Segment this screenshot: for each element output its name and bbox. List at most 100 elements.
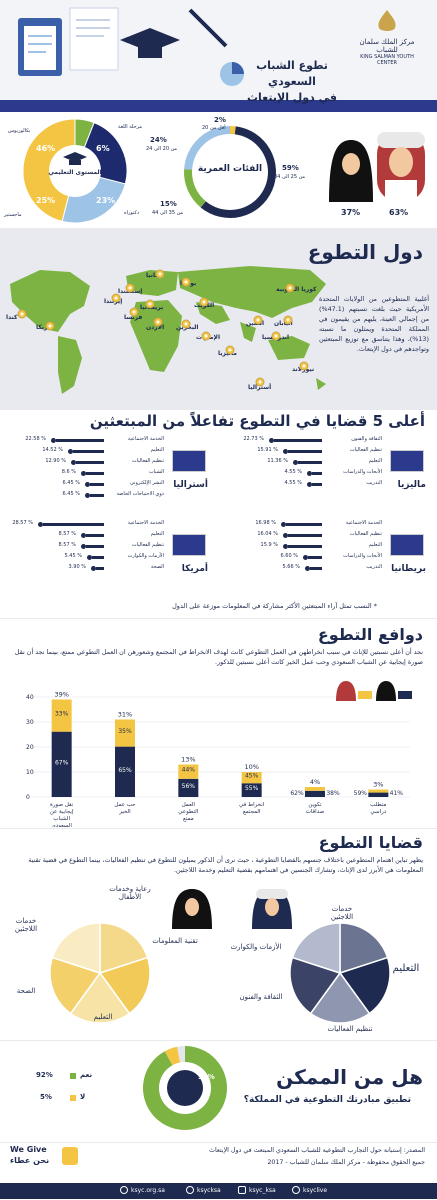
issue-block-3: أمريكا الخدمة الاجتماعية 28.57 % التعليم 8.5…: [4, 520, 214, 600]
female-pie-slice-4: [51, 922, 101, 975]
header: مركز الملك سلمان للشباب KING SALMAN YOUT…: [0, 0, 437, 112]
issue-bar-dot: [68, 449, 73, 454]
motives-section: دوافع التطوع نجد أن أعلى نسبتين للإناث ف…: [0, 618, 437, 827]
map-pin-17: [255, 377, 265, 387]
bar-navy-label: 67%: [55, 759, 69, 766]
female-percent: 37%: [341, 208, 361, 217]
social-snapchat-label: ksyclive: [303, 1186, 328, 1194]
issue-bar: [76, 461, 104, 464]
clipboard-icon: [18, 18, 62, 76]
issue-pct: 28.57 %: [12, 520, 33, 526]
issue-pct: 16.04 %: [257, 531, 278, 537]
issue-bar-dot: [269, 438, 274, 443]
issues-section: قضايا التطوع يظهر تباين اهتمام المتطوعين…: [0, 828, 437, 1038]
map-label-china: الصين: [246, 320, 265, 327]
issue-bar-dot: [307, 482, 312, 487]
issue-label: الأبحاث والدراسات: [343, 553, 382, 559]
social-snapchat[interactable]: ksyclive: [292, 1186, 327, 1194]
pen-icon: [188, 8, 228, 48]
bar-yellow-4: [305, 787, 325, 791]
category-label: التطوعي: [178, 809, 199, 815]
footer: المصدر: إستبانة حول التجارب التطوعية للش…: [0, 1142, 437, 1200]
bar-yellow-0: [51, 699, 72, 732]
issue-bar: [56, 439, 104, 442]
issue-row: النشر الإلكتروني 6.45 %: [4, 480, 164, 490]
male-figure-icon: [377, 132, 425, 204]
countries-note: أغلبية المتطوعين من الولايات المتحدة الأ…: [319, 295, 429, 353]
graduation-cap-icon: [63, 152, 87, 165]
female-pie-label-4: خدمات اللاجئين: [14, 917, 38, 933]
issue-row: الأزمات والكوارث 5.45 %: [4, 553, 164, 563]
map-pin-10: [17, 309, 27, 319]
bar-navy-0: [51, 731, 72, 797]
male-pie-label-0: خدمات اللاجئين: [330, 905, 354, 921]
map-pin-7: [181, 319, 191, 329]
map-pins: [17, 269, 309, 387]
issue-pct: 6.60 %: [280, 553, 298, 559]
male-pie-label-2: تنظيم الفعاليات: [327, 1025, 373, 1033]
map-pin-15: [271, 331, 281, 341]
bar-navy-label: 62%: [290, 790, 304, 797]
bar-navy-2: [178, 778, 199, 797]
age-label-2: من 35 الى 44: [152, 210, 184, 216]
issue-block-0: ماليزيا الثقافة والفنون 22.73 % تنظيم الفعا…: [222, 436, 432, 516]
map-pin-2: [125, 283, 135, 293]
male-percent: 63%: [389, 208, 409, 217]
map-pin-0: [155, 269, 165, 279]
issue-bar: [92, 556, 104, 559]
issue-row: تنظيم الفعاليات 12.90 %: [4, 458, 164, 468]
issue-row: تنظيم الفعاليات 15.91 %: [222, 447, 382, 457]
title-line-2: في دول الإبتعاث: [247, 91, 337, 104]
issue-label: التدريب: [366, 480, 382, 486]
social-website[interactable]: ksyc.org.sa: [120, 1186, 165, 1194]
issue-bar: [288, 450, 322, 453]
issue-bar-dot: [38, 522, 43, 527]
flag-icon: [390, 534, 424, 556]
age-pct-0: 2%: [214, 116, 226, 124]
map-pin-1: [181, 277, 191, 287]
possible-section: هل من الممكن تطبيق مبادرتك التطوعية في ا…: [0, 1040, 437, 1142]
social-twitter[interactable]: ksycksa: [186, 1186, 221, 1194]
female-pie-label-1: تقنية المعلومات: [152, 937, 198, 945]
issue-bar: [90, 483, 104, 486]
no-swatch: [70, 1095, 76, 1101]
issues-blocks: ماليزيا الثقافة والفنون 22.73 % تنظيم الفعا…: [0, 436, 437, 600]
map-label-canada: كندا: [6, 314, 18, 321]
issue-label: تنظيم الفعاليات: [349, 447, 382, 453]
twitter-icon: [186, 1186, 194, 1194]
issue-row: الخدمة الاجتماعية 28.57 %: [4, 520, 164, 530]
male-pie-slice-2: [309, 971, 371, 1024]
y-tick-label: 10: [26, 769, 34, 776]
social-instagram[interactable]: ksyc_ksa: [238, 1186, 276, 1194]
issue-pct: 22.73 %: [243, 436, 264, 442]
issue-row: الثقافة والفنون 22.73 %: [222, 436, 382, 446]
issue-bar-dot: [307, 471, 312, 476]
issue-pct: 8.6 %: [61, 469, 76, 475]
issue-label: تنظيم الفعاليات: [349, 531, 382, 537]
male-icon: [336, 681, 356, 701]
yes-label: نعم: [80, 1071, 93, 1079]
map-pin-11: [45, 321, 55, 331]
globe-icon: [120, 1186, 128, 1194]
bar-yellow-2: [178, 764, 199, 779]
bar-total-label: 3%: [373, 781, 383, 789]
brand-english: We Give: [10, 1145, 47, 1154]
issue-bar-dot: [71, 460, 76, 465]
issue-label: الصحة: [150, 564, 164, 570]
issue-row: تنظيم الفعاليات 8.57 %: [4, 542, 164, 552]
issue-pct: 14.52 %: [42, 447, 63, 453]
age-pct-1: 59%: [282, 164, 299, 172]
motives-legend: [336, 681, 412, 701]
bar-navy-1: [115, 746, 135, 797]
issue-pct: 4.55 %: [284, 480, 302, 486]
bar-yellow-5: [368, 789, 389, 793]
bar-yellow-label: 38%: [326, 790, 340, 797]
social-instagram-label: ksyc_ksa: [249, 1186, 276, 1194]
issue-pct: 16.98 %: [255, 520, 276, 526]
issue-label: الأزمات والكوارث: [127, 553, 164, 559]
bar-total-label: 4%: [310, 778, 320, 786]
age-pct-3: 24%: [150, 136, 167, 144]
issue-pct: 22.58 %: [25, 436, 46, 442]
demographics-section: 63% 37% الفئات العمرية 2% أقل من 20 59% …: [0, 112, 437, 227]
